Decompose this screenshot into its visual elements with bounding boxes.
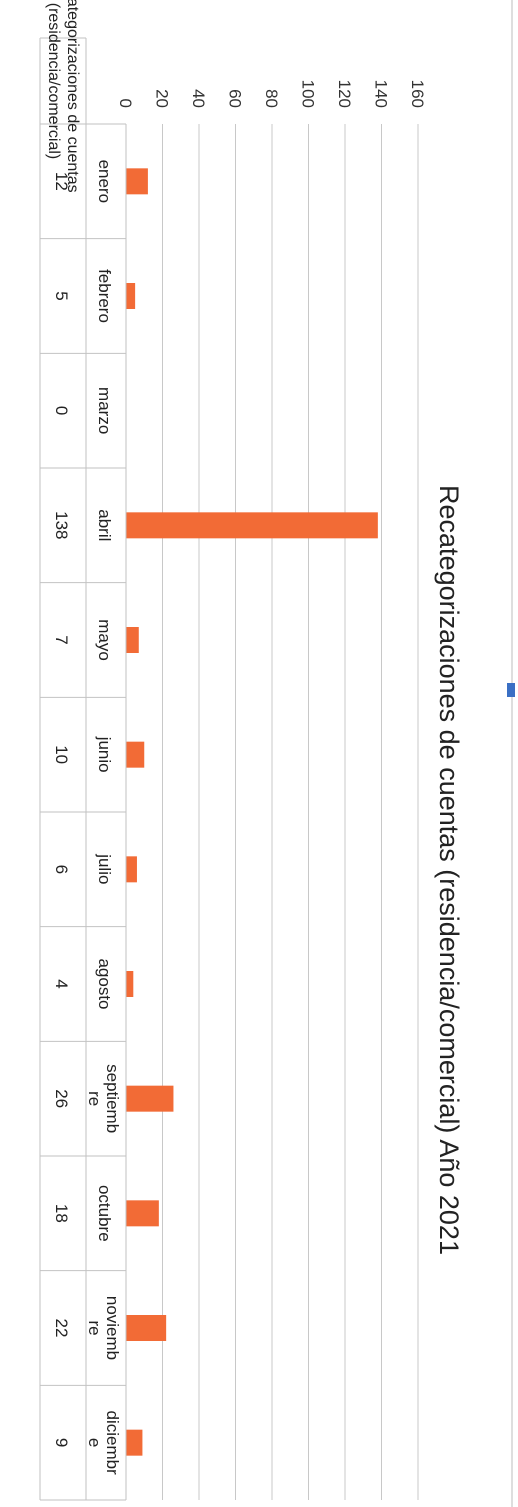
data-value-label: 10	[52, 745, 71, 764]
bar-11	[125, 1429, 143, 1456]
bar-7	[125, 971, 134, 997]
category-label: abril	[95, 509, 114, 541]
data-value-label: 6	[52, 865, 71, 874]
y-tick-label: 40	[189, 89, 208, 108]
bar-4	[125, 627, 139, 653]
y-tick-label: 80	[262, 89, 281, 108]
y-axis-tick-labels: 0 20 40 60 80 100 120 140 160	[116, 80, 427, 108]
category-label: agosto	[95, 958, 114, 1009]
bar-8	[126, 1085, 174, 1112]
y-tick-label: 0	[116, 99, 135, 108]
category-label: febrero	[95, 269, 114, 323]
data-value-label: 138	[52, 511, 71, 539]
category-label: diciembre	[85, 1411, 122, 1476]
series-name-label: Recategorizaciones de cuentas(residencia…	[45, 0, 81, 193]
data-value-label: 26	[52, 1089, 71, 1108]
bar-5	[126, 741, 145, 768]
y-tick-label: 20	[153, 89, 172, 108]
chart-title: Recategorizaciones de cuentas (residenci…	[434, 485, 464, 1255]
gridlines	[162, 124, 419, 1500]
category-label: junio	[95, 736, 114, 773]
category-label: septiembre	[85, 1064, 122, 1133]
y-tick-label: 160	[408, 80, 427, 108]
y-tick-label: 60	[226, 89, 245, 108]
category-label: marzo	[95, 387, 114, 434]
data-value-label: 22	[52, 1319, 71, 1338]
bar-6	[126, 856, 137, 883]
bar-10	[125, 1315, 167, 1341]
y-tick-label: 100	[299, 80, 318, 108]
bar-3	[126, 512, 378, 539]
bar-0	[125, 168, 148, 195]
bar-1	[126, 283, 136, 309]
bars	[125, 168, 378, 1456]
data-value-label: 5	[52, 291, 71, 300]
data-value-label: 4	[52, 979, 71, 988]
category-label: enero	[95, 160, 114, 203]
data-value-label: 18	[52, 1204, 71, 1223]
y-tick-label: 120	[335, 80, 354, 108]
category-label: octubre	[95, 1185, 114, 1242]
selection-marker	[507, 683, 515, 697]
category-label: noviembre	[85, 1296, 122, 1360]
category-label: mayo	[95, 619, 114, 661]
data-value-label: 9	[52, 1438, 71, 1447]
y-tick-label: 140	[372, 80, 391, 108]
data-value-label: 12	[52, 172, 71, 191]
data-value-label: 7	[52, 635, 71, 644]
bar-9	[126, 1200, 159, 1227]
data-value-label: 0	[52, 406, 71, 415]
category-label: julio	[95, 853, 114, 884]
data-table: enero febrero marzo abril mayo junio julio agos…	[39, 0, 127, 1501]
